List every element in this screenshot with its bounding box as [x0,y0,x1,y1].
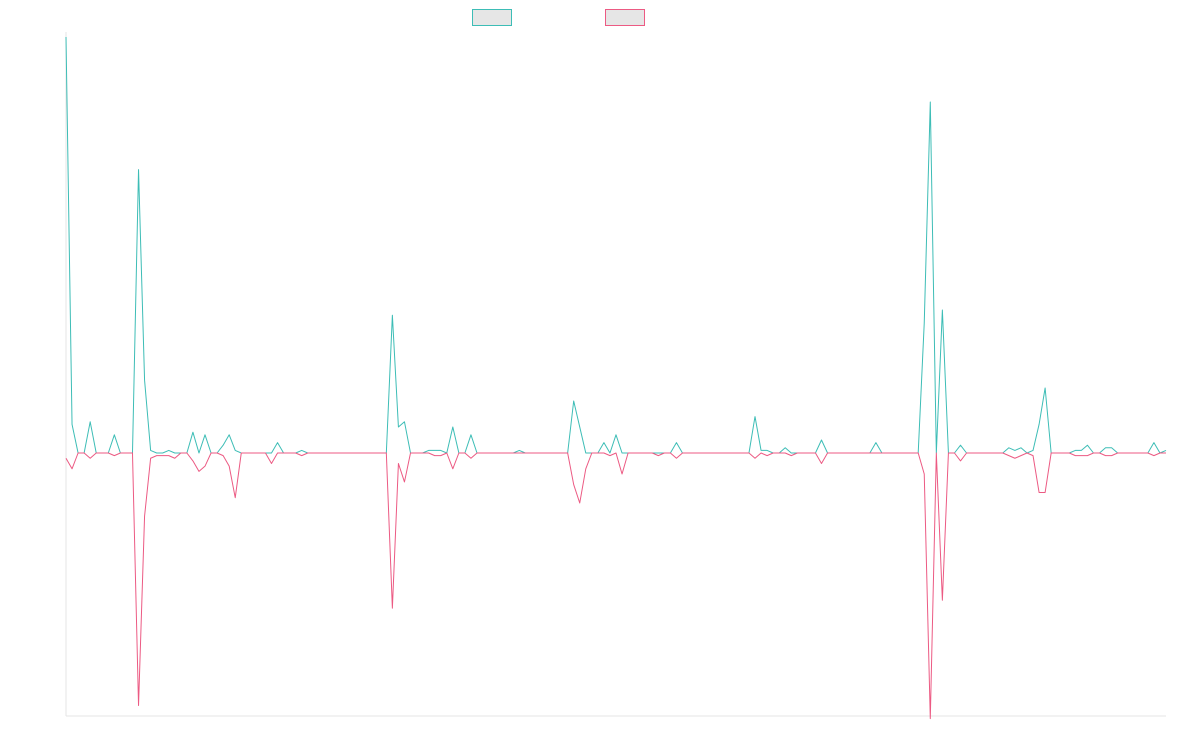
series-line-1 [65,36,1167,454]
legend-swatch-2[interactable] [605,9,645,26]
legend-swatch-1[interactable] [472,9,512,26]
series-layer [65,36,1167,720]
series-line-2 [65,452,1166,720]
legend[interactable] [472,9,645,26]
axes [65,32,1166,717]
